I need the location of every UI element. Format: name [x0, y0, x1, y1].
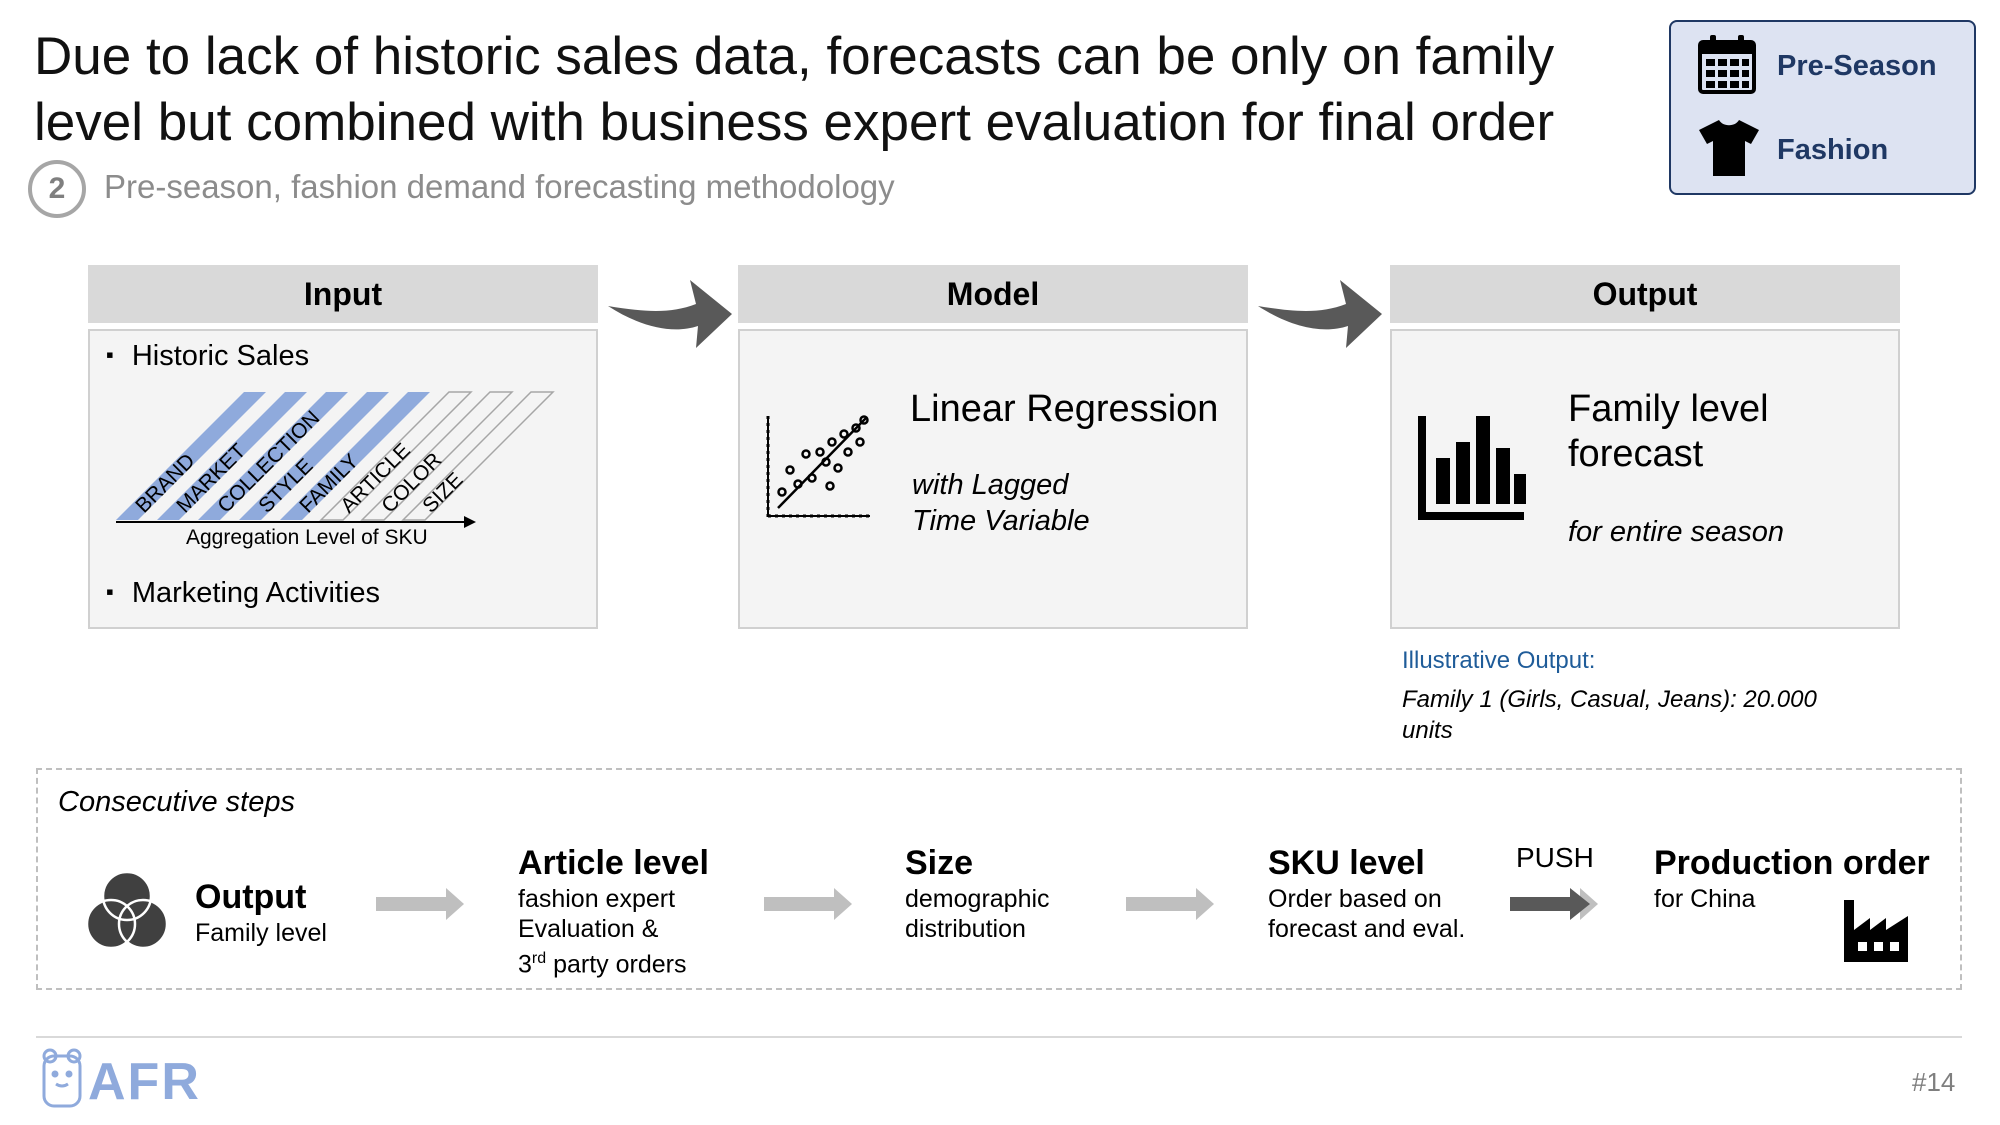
bear-mascot-icon [42, 1048, 82, 1108]
aggregation-band-color [360, 391, 514, 521]
step-article-desc3-number: 3 [518, 950, 532, 979]
afr-logo: AFR [40, 1048, 201, 1111]
output-heading-line1: Family level [1568, 388, 1769, 430]
step-number-badge: 2 [28, 160, 86, 218]
step-article-title: Article level [518, 844, 709, 882]
model-sub-line1: with Lagged [912, 469, 1069, 501]
aggregation-band-brand [116, 392, 266, 520]
factory-icon [1844, 900, 1908, 962]
model-heading: Linear Regression [910, 388, 1219, 430]
step-size-title: Size [905, 844, 974, 882]
curved-arrow-input-to-model [608, 280, 732, 348]
illustrative-output-value: Family 1 (Girls, Casual, Jeans): 20.000 … [1402, 686, 1817, 744]
aggregation-band-style [239, 392, 389, 520]
step-sku-title: SKU level [1268, 844, 1425, 882]
consecutive-steps-box [36, 768, 1962, 990]
push-label: PUSH [1516, 842, 1594, 873]
curved-arrow-model-to-output [1258, 280, 1382, 348]
output-panel-header: Output [1390, 265, 1900, 323]
tag-fashion-label: Fashion [1777, 134, 1889, 166]
step-arrow-1 [376, 888, 464, 920]
model-sub-line2: Time Variable [912, 505, 1090, 537]
output-sub: for entire season [1568, 516, 1785, 548]
slide-subtitle: Pre-season, fashion demand forecasting m… [104, 168, 895, 205]
input-bullet-marketing-activities: Marketing Activities [106, 577, 380, 610]
input-panel-header: Input [88, 265, 598, 323]
step-article-desc3: 3rd party orders [518, 944, 686, 979]
model-panel-header: Model [738, 265, 1248, 323]
tag-preseason-label: Pre-Season [1777, 50, 1937, 82]
aggregation-band-market [157, 392, 307, 520]
slide-title: Due to lack of historic sales data, fore… [34, 27, 1555, 152]
bar-chart-icon [1418, 416, 1526, 520]
tshirt-icon [1699, 120, 1759, 176]
aggregation-band-collection [198, 392, 348, 520]
aggregation-level-chart: BRANDMARKETCOLLECTIONSTYLEFAMILYARTICLEC… [116, 391, 555, 528]
aggregation-band-size [401, 391, 555, 521]
step-production-title: Production order [1654, 844, 1930, 882]
consecutive-steps-label: Consecutive steps [58, 786, 295, 818]
step-output-title: Output [195, 878, 307, 916]
step-article-desc2: Evaluation & [518, 915, 659, 943]
step-output-desc: Family level [195, 919, 327, 947]
step-article-desc3-suffix: rd [531, 950, 547, 967]
aggregation-axis-label: Aggregation Level of SKU [186, 526, 428, 549]
page-number: #14 [1912, 1067, 1956, 1097]
step-arrow-3 [1126, 888, 1214, 920]
push-arrowhead [1570, 888, 1590, 920]
step-size-desc1: demographic [905, 885, 1050, 913]
aggregation-axis-arrowhead [464, 516, 476, 528]
aggregation-band-family [280, 392, 430, 520]
step-article-desc1: fashion expert [518, 885, 676, 913]
afr-logo-text: AFR [88, 1053, 201, 1111]
step-size-desc2: distribution [905, 915, 1026, 943]
venn-icon [86, 870, 168, 950]
calendar-icon [1698, 35, 1756, 94]
output-panel-body [1390, 329, 1900, 629]
input-bullet-historic-sales: Historic Sales [106, 340, 309, 373]
model-panel-body [738, 329, 1248, 629]
illustrative-output-label: Illustrative Output: [1402, 647, 1596, 674]
step-article-desc3-text: party orders [546, 950, 687, 979]
footer-divider [36, 1036, 1962, 1038]
scatter-plot-icon [766, 415, 870, 518]
step-production-desc: for China [1654, 885, 1756, 913]
aggregation-band-article [319, 391, 473, 521]
category-tag-box: Pre-Season Fashion [1669, 20, 1976, 195]
step-arrow-2 [764, 888, 852, 920]
step-sku-desc2: forecast and eval. [1268, 915, 1466, 943]
step-sku-desc1: Order based on [1268, 885, 1442, 913]
output-heading-line2: forecast [1568, 433, 1704, 475]
